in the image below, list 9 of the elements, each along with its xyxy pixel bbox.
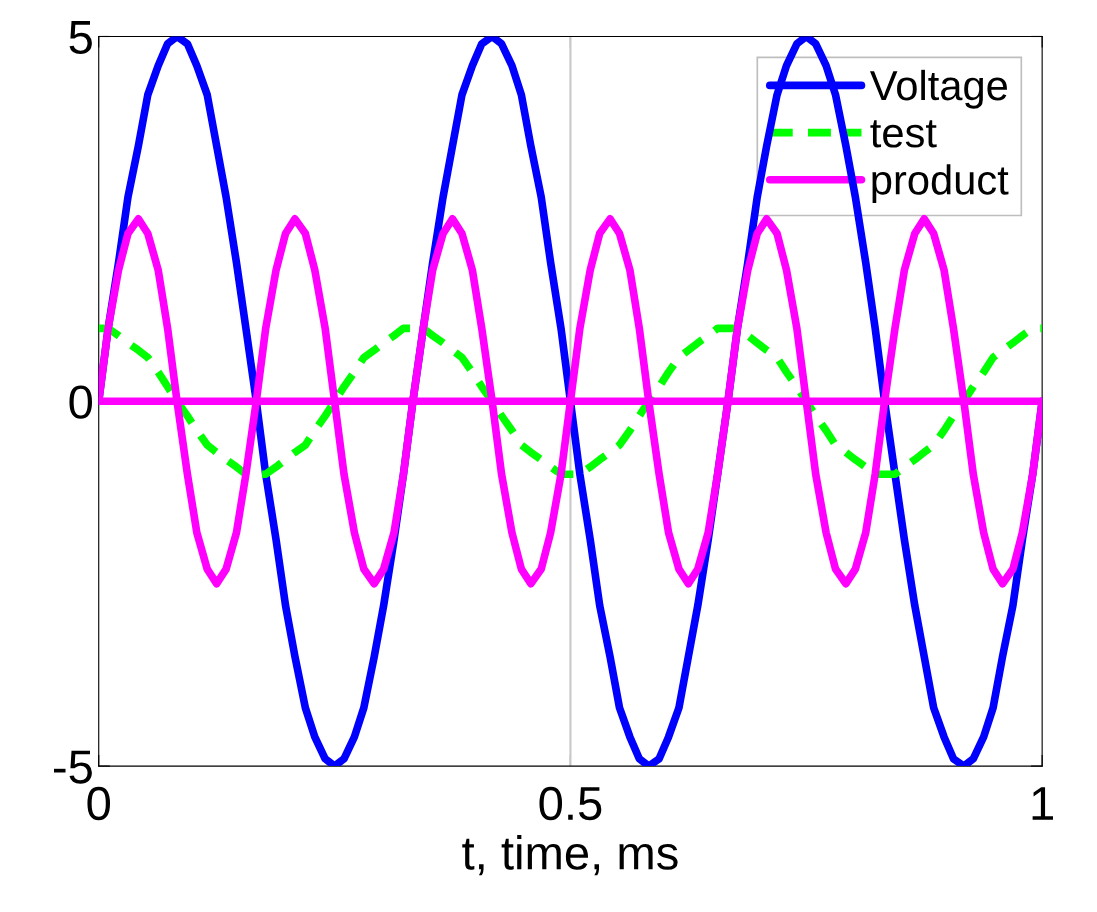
legend-label: Voltage: [869, 69, 1007, 109]
y-tick-label: -5: [53, 750, 92, 784]
legend-label: test: [870, 120, 937, 148]
y-tick-label: 0: [69, 385, 93, 419]
x-tick-label: 0.5: [539, 786, 602, 821]
x-tick-label: 1: [1032, 787, 1053, 820]
legend-label: product: [872, 164, 1009, 203]
y-tick-label: 5: [69, 21, 92, 55]
x-axis-title: t, time, ms: [462, 835, 678, 876]
